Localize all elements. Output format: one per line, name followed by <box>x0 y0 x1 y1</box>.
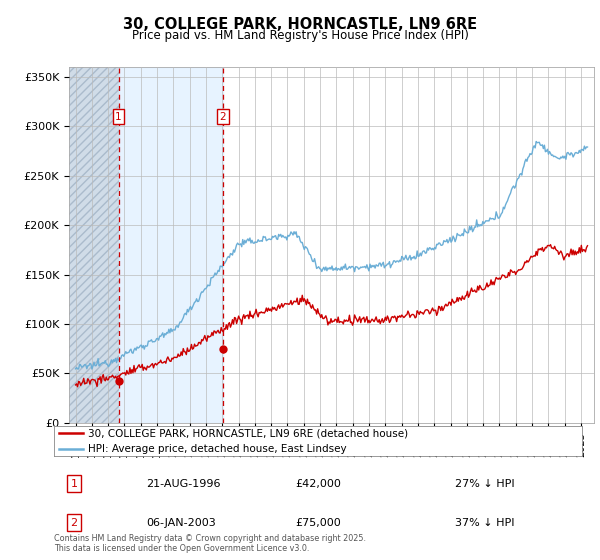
Text: 2: 2 <box>219 111 226 122</box>
Text: 30, COLLEGE PARK, HORNCASTLE, LN9 6RE: 30, COLLEGE PARK, HORNCASTLE, LN9 6RE <box>123 17 477 32</box>
Text: 30, COLLEGE PARK, HORNCASTLE, LN9 6RE (detached house): 30, COLLEGE PARK, HORNCASTLE, LN9 6RE (d… <box>88 428 409 438</box>
Text: HPI: Average price, detached house, East Lindsey: HPI: Average price, detached house, East… <box>88 444 347 454</box>
Text: 2: 2 <box>71 517 77 528</box>
Bar <box>69 67 119 423</box>
Bar <box>119 67 223 423</box>
Text: £42,000: £42,000 <box>295 478 341 488</box>
Text: 37% ↓ HPI: 37% ↓ HPI <box>455 517 515 528</box>
Text: Price paid vs. HM Land Registry's House Price Index (HPI): Price paid vs. HM Land Registry's House … <box>131 29 469 42</box>
Text: 27% ↓ HPI: 27% ↓ HPI <box>455 478 515 488</box>
Text: Contains HM Land Registry data © Crown copyright and database right 2025.
This d: Contains HM Land Registry data © Crown c… <box>54 534 366 553</box>
Bar <box>69 67 119 423</box>
Text: 1: 1 <box>115 111 122 122</box>
Text: 1: 1 <box>71 478 77 488</box>
Text: 06-JAN-2003: 06-JAN-2003 <box>146 517 216 528</box>
Text: £75,000: £75,000 <box>295 517 341 528</box>
Text: 21-AUG-1996: 21-AUG-1996 <box>146 478 221 488</box>
